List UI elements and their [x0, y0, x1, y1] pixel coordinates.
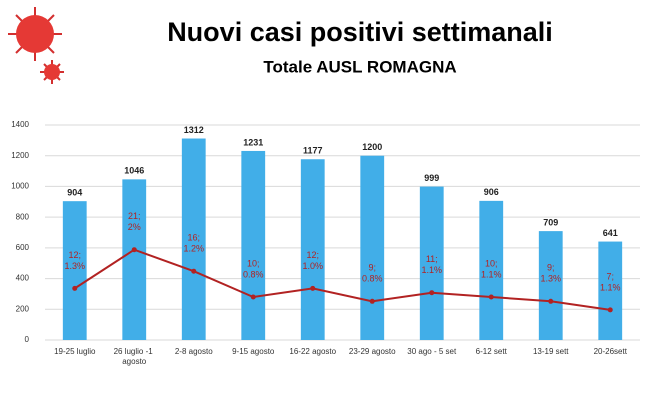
line-point — [191, 268, 197, 274]
y-tick-label: 600 — [16, 243, 30, 252]
bar-value-label: 641 — [603, 228, 618, 238]
bar — [181, 138, 206, 340]
line-percent-label: 0.8% — [362, 274, 383, 284]
line-value-label: 11; — [426, 254, 438, 264]
line-value-label: 21; — [128, 211, 141, 221]
line-point — [548, 298, 554, 304]
y-tick-label: 1400 — [11, 120, 29, 129]
bar-value-label: 999 — [424, 173, 439, 183]
line-point — [310, 285, 316, 291]
y-tick-label: 200 — [16, 304, 30, 313]
line-percent-label: 1.1% — [481, 269, 502, 279]
line-value-label: 10; — [485, 258, 498, 268]
x-tick-label: 6-12 sett — [476, 347, 508, 356]
line-value-label: 16; — [187, 233, 200, 243]
x-tick-label: 20-26sett — [594, 347, 628, 356]
chart-subtitle: Totale AUSL ROMAGNA — [263, 57, 456, 76]
bar — [62, 201, 87, 340]
line — [74, 248, 611, 311]
x-tick-label: 16-22 agosto — [289, 347, 336, 356]
line-value-label: 7; — [606, 271, 614, 281]
x-tick-label: 9-15 agosto — [232, 347, 275, 356]
x-tick-label: 19-25 luglio — [54, 347, 96, 356]
line-percent-label: 1.1% — [421, 265, 442, 275]
x-tick-label: 2-8 agosto — [175, 347, 213, 356]
line-percent-label: 1.3% — [64, 261, 85, 271]
bar — [300, 159, 325, 340]
bar-value-label: 906 — [484, 187, 499, 197]
bar — [241, 150, 266, 340]
chart-title: Nuovi casi positivi settimanali — [167, 17, 553, 47]
bar-value-label: 1177 — [303, 146, 323, 156]
line-percent-label: 1.0% — [302, 261, 323, 271]
line-point — [131, 247, 137, 253]
bar-value-label: 1046 — [124, 166, 144, 176]
line-point — [429, 290, 435, 296]
line-value-label: 9; — [368, 263, 376, 273]
bar-value-label: 1312 — [184, 125, 204, 135]
line-point — [488, 294, 494, 300]
line-value-label: 12; — [68, 250, 81, 260]
bar — [419, 186, 444, 340]
line-percent-label: 1.3% — [540, 274, 561, 284]
line-value-label: 9; — [547, 263, 555, 273]
bar — [598, 241, 623, 340]
line-value-label: 12; — [306, 250, 319, 260]
line-percent-label: 2% — [128, 222, 141, 232]
x-tick-label-line: 26 luglio -1 — [114, 347, 155, 356]
y-tick-label: 1200 — [11, 151, 29, 160]
bar-value-label: 1231 — [243, 137, 263, 147]
x-tick-label: 13-19 sett — [533, 347, 569, 356]
line-percent-label: 0.8% — [243, 269, 264, 279]
line-point — [369, 298, 375, 304]
x-tick-label-line: agosto — [122, 357, 147, 366]
virus-icon — [8, 7, 64, 84]
bar-value-label: 1200 — [362, 142, 382, 152]
line-point — [607, 307, 613, 313]
line-point — [72, 285, 78, 291]
bar-value-label: 904 — [67, 188, 82, 198]
x-tick-label: 23-29 agosto — [349, 347, 396, 356]
line-value-label: 10; — [247, 258, 260, 268]
y-tick-label: 800 — [16, 212, 30, 221]
line-percent-label: 1.2% — [183, 244, 204, 254]
y-tick-label: 0 — [25, 335, 30, 344]
y-tick-label: 400 — [16, 274, 30, 283]
line-percent-label: 1.1% — [600, 282, 621, 292]
bar-value-label: 709 — [543, 217, 558, 227]
bar — [360, 155, 385, 340]
bar — [538, 231, 563, 340]
x-tick-label: 26 luglio -1 agosto — [114, 347, 155, 366]
y-tick-label: 1000 — [11, 182, 29, 191]
line-point — [250, 294, 256, 300]
x-tick-label: 30 ago - 5 set — [407, 347, 457, 356]
bar — [479, 200, 504, 340]
bar — [122, 179, 147, 340]
